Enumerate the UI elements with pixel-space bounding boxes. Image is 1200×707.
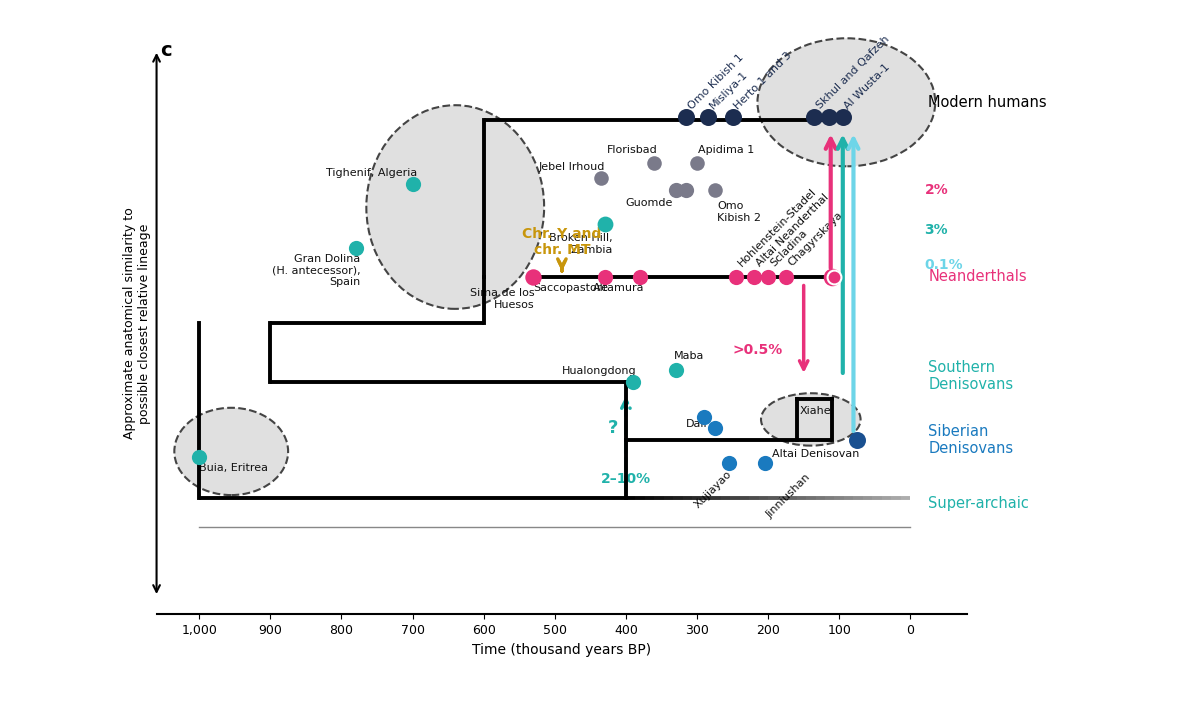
Point [833,111,852,122]
Text: Xiahe: Xiahe [800,406,832,416]
Text: Super-archaic: Super-archaic [928,496,1030,511]
Point [346,242,365,253]
Point [824,271,844,283]
Text: Omo
Kibish 2: Omo Kibish 2 [716,201,761,223]
Point [744,271,763,283]
Text: Gran Dolina
(H. antecessor),
Spain: Gran Dolina (H. antecessor), Spain [272,254,361,287]
Text: Altai Denisovan: Altai Denisovan [772,448,859,459]
Point [666,364,685,375]
Text: Modern humans: Modern humans [928,95,1046,110]
Text: ?: ? [608,419,618,437]
Text: 2%: 2% [924,182,948,197]
Point [688,158,707,169]
Point [677,111,696,122]
Point [698,111,718,122]
Text: Hualongdong: Hualongdong [562,366,636,376]
Text: Altai Neanderthal: Altai Neanderthal [754,192,830,268]
Point [644,158,664,169]
Text: Hohlenstein-Stadel: Hohlenstein-Stadel [736,186,818,268]
Ellipse shape [366,105,544,309]
Point [624,376,643,387]
Text: Southern
Denisovans: Southern Denisovans [928,360,1013,392]
Text: Herto 1 and 3: Herto 1 and 3 [732,49,794,111]
Point [666,184,685,195]
Point [805,111,824,122]
Point [722,111,742,122]
Text: Jinniushan: Jinniushan [764,472,812,520]
Point [677,184,696,195]
Text: Broken Hill,
Zambia: Broken Hill, Zambia [550,233,613,255]
Text: >0.5%: >0.5% [732,343,782,356]
Point [630,271,649,283]
Text: Chr. Y and
chr. MT: Chr. Y and chr. MT [522,227,601,257]
Text: Guomde: Guomde [625,198,673,209]
Point [822,271,841,283]
Ellipse shape [174,408,288,495]
Text: c: c [160,41,172,60]
Text: Dali: Dali [686,419,708,429]
Text: Sima de los
Huesos: Sima de los Huesos [470,288,535,310]
Point [847,434,866,445]
Point [755,457,774,469]
Text: Neanderthals: Neanderthals [928,269,1027,284]
Point [758,271,778,283]
Ellipse shape [757,38,935,166]
Text: Saccopastore: Saccopastore [533,283,608,293]
Text: Al Wusta-1: Al Wusta-1 [842,62,893,111]
Y-axis label: Approximate anatomical similarity to
possible closest relative lineage: Approximate anatomical similarity to pos… [124,208,151,439]
Text: Buia, Eritrea: Buia, Eritrea [199,463,269,473]
Text: Scladina: Scladina [768,228,809,268]
Text: Misliya-1: Misliya-1 [708,69,750,111]
Text: Apidima 1: Apidima 1 [698,145,755,155]
Point [706,184,725,195]
Text: Florisbad: Florisbad [607,145,658,155]
Text: Jebel Irhoud: Jebel Irhoud [538,162,605,172]
Text: Skhul and Qafzeh: Skhul and Qafzeh [815,34,892,111]
X-axis label: Time (thousand years BP): Time (thousand years BP) [473,643,652,657]
Text: Omo Kibish 1: Omo Kibish 1 [686,52,745,111]
Point [595,271,614,283]
Text: Xujiayao: Xujiayao [692,469,734,510]
Point [720,457,739,469]
Text: Siberian
Denisovans: Siberian Denisovans [928,423,1013,456]
Text: Tighenif, Algeria: Tighenif, Algeria [326,168,418,178]
Text: Maba: Maba [673,351,704,361]
Point [524,271,544,283]
Text: Altamura: Altamura [593,283,644,293]
Point [403,178,422,189]
Point [726,271,745,283]
Text: 0.1%: 0.1% [924,258,964,272]
Point [818,111,838,122]
Text: 3%: 3% [924,223,948,238]
Point [592,173,611,184]
Point [595,219,614,230]
Point [190,452,209,463]
Point [695,411,714,422]
Text: 2–10%: 2–10% [601,472,650,486]
Point [776,271,796,283]
Ellipse shape [761,393,860,445]
Text: Chagyrskaya: Chagyrskaya [786,210,845,268]
Point [706,423,725,434]
